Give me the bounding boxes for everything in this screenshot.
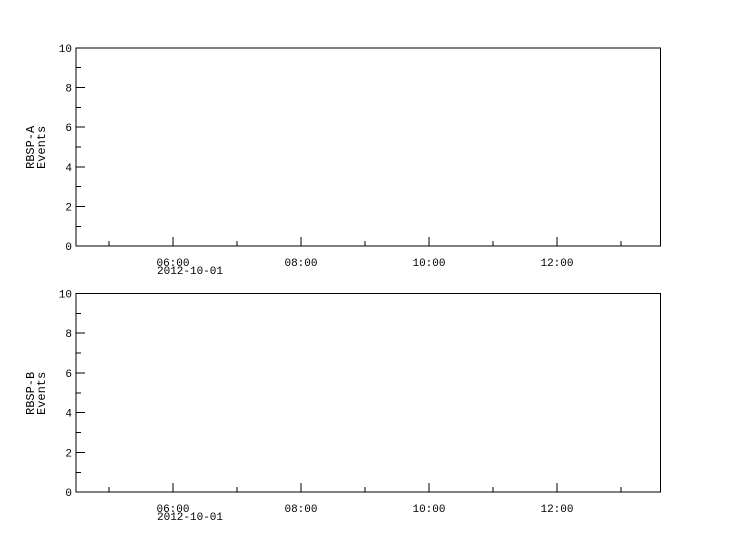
svg-text:06:00: 06:00 bbox=[156, 258, 189, 270]
svg-text:0: 0 bbox=[65, 242, 72, 254]
svg-text:8: 8 bbox=[65, 329, 72, 341]
svg-text:08:00: 08:00 bbox=[284, 258, 317, 270]
svg-text:2: 2 bbox=[65, 203, 72, 215]
svg-text:10: 10 bbox=[59, 290, 72, 302]
svg-text:10:00: 10:00 bbox=[412, 504, 445, 516]
svg-text:06:00: 06:00 bbox=[156, 504, 189, 516]
svg-text:12:00: 12:00 bbox=[540, 504, 573, 516]
svg-text:0: 0 bbox=[65, 488, 72, 500]
svg-text:10: 10 bbox=[59, 44, 72, 56]
svg-text:08:00: 08:00 bbox=[284, 504, 317, 516]
svg-text:4: 4 bbox=[65, 163, 72, 175]
svg-text:12:00: 12:00 bbox=[540, 258, 573, 270]
svg-text:10:00: 10:00 bbox=[412, 258, 445, 270]
svg-text:4: 4 bbox=[65, 409, 72, 421]
svg-text:8: 8 bbox=[65, 83, 72, 95]
svg-text:2: 2 bbox=[65, 448, 72, 460]
svg-text:6: 6 bbox=[65, 123, 72, 135]
svg-text:6: 6 bbox=[65, 369, 72, 381]
